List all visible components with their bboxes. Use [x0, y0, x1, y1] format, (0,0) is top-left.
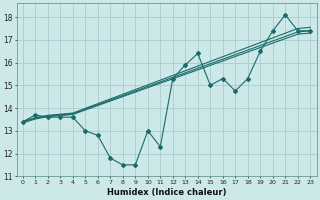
- X-axis label: Humidex (Indice chaleur): Humidex (Indice chaleur): [107, 188, 226, 197]
